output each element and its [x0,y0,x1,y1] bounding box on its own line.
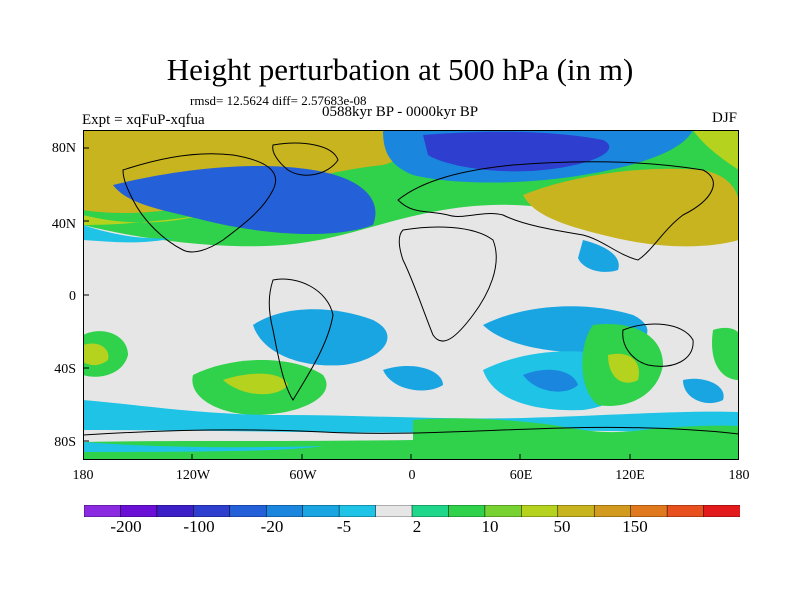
contour-region [523,369,578,392]
colorbar-label: -100 [183,517,215,536]
colorbar-swatch [120,505,158,517]
colorbar-swatch [375,505,413,517]
contour-region [683,378,724,404]
contour-region [523,168,739,247]
contour-region [83,343,109,366]
colorbar-swatch [630,505,668,517]
lon-label-120e: 120E [615,468,645,483]
colorbar-label: -200 [110,517,142,536]
colorbar-swatch [302,505,340,517]
contour-region [608,353,639,383]
colorbar-swatch [448,505,486,517]
antarctica-coastline [83,426,739,436]
colorbar-swatch [84,505,122,517]
lon-label-180e: 180 [728,468,750,483]
season-label: DJF [712,110,738,126]
colorbar-swatch [156,505,195,517]
greenland-coastline [272,142,339,176]
contour-region [83,225,173,243]
lon-label-60e: 60E [509,468,533,483]
lat-label-80s: 80S [54,435,76,450]
colorbar-swatch [593,505,632,517]
lon-label-120w: 120W [175,468,211,483]
colorbar-swatch [557,505,595,517]
colorbar-swatch [703,505,740,517]
contour-region [83,400,739,435]
stats-text: rmsd= 12.5624 diff= 2.57683e-08 [190,93,367,108]
height-perturbation-map [83,130,739,460]
experiment-label: Expt = xqFuP-xqfua [82,112,205,128]
colorbar-label: 10 [481,517,499,536]
lat-label-80n: 80N [51,141,76,156]
contour-fill-layer [83,130,739,460]
colorbar-swatch [229,505,267,517]
period-label: 0588kyr BP - 0000kyr BP [322,104,479,120]
lon-label-0: 0 [408,468,416,483]
lon-label-180w: 180 [72,468,94,483]
contour-region [253,309,388,366]
axis-ticks [83,147,631,460]
colorbar-swatch [666,505,705,517]
colorbar-label: -5 [336,517,352,536]
lat-label-40n: 40N [51,217,76,232]
africa-coastline [398,226,497,342]
lat-label-0: 0 [69,289,76,304]
contour-region [113,165,376,235]
contour-region [712,327,739,380]
colorbar-swatch [338,505,377,517]
europe-asia-coastline [397,161,714,261]
colorbar-swatch [521,505,559,517]
north-america-coastline [122,153,276,253]
contour-region [423,131,610,172]
colorbar-swatch [411,505,450,517]
lat-label-40s: 40S [54,362,76,377]
contour-region [383,365,443,391]
page-title: Height perturbation at 500 hPa (in m) [166,52,634,87]
colorbar-label: 150 [622,517,648,536]
colorbar-label: 50 [553,517,571,536]
colorbar-swatch [484,505,523,517]
australia-coastline [622,323,694,367]
contour-region [223,373,288,395]
south-america-coastline [268,278,334,401]
colorbar-swatch [265,505,304,517]
contour-region [578,240,619,272]
colorbar-label: -20 [260,517,284,536]
colorbar-label: 2 [412,517,422,536]
lon-label-60w: 60W [289,468,317,483]
colorbar [84,505,740,517]
contour-region [83,215,203,225]
coastlines [83,142,739,436]
colorbar-swatch [193,505,231,517]
contour-region [83,442,323,452]
contour-region [693,130,739,170]
